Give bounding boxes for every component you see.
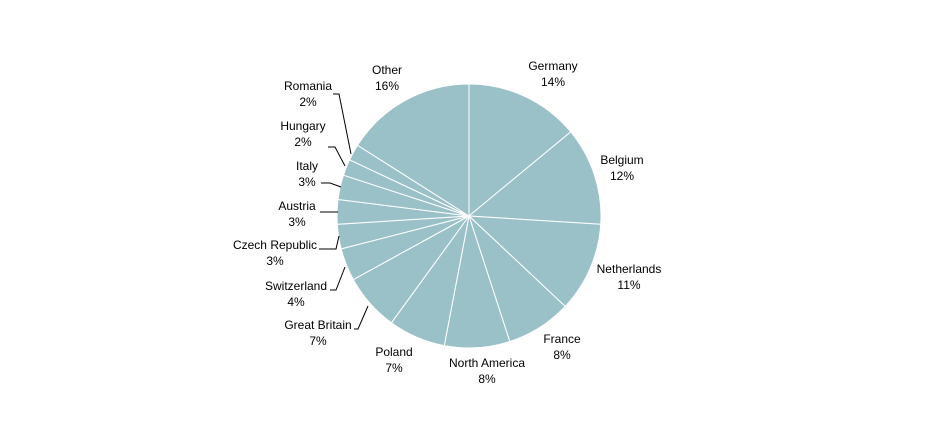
- slice-labels: Germany 14% Belgium 12% Netherlands 11% France…: [233, 59, 661, 386]
- leader-lines: [319, 93, 369, 330]
- leader-line-romania: [333, 93, 352, 155]
- pie-slice-germany: [468, 83, 572, 218]
- slice-percent-label: 7%: [309, 334, 327, 348]
- slice-label: Romania: [284, 79, 332, 93]
- slice-label: North America: [449, 356, 525, 370]
- slice-label: Italy: [296, 159, 318, 173]
- slice-label: Poland: [375, 345, 412, 359]
- slice-label: Other: [372, 63, 402, 77]
- pie-slice-netherlands: [467, 215, 602, 308]
- slice-label: Germany: [528, 59, 577, 73]
- slice-label: Switzerland: [265, 279, 327, 293]
- slice-percent-label: 12%: [610, 169, 634, 183]
- slice-percent-label: 3%: [288, 215, 306, 229]
- leader-line-great-britain: [354, 305, 369, 330]
- leader-line-italy: [321, 182, 342, 188]
- slice-label: Netherlands: [597, 262, 662, 276]
- slice-percent-label: 8%: [553, 348, 571, 362]
- slice-label: Hungary: [280, 119, 325, 133]
- slice-percent-label: 3%: [298, 175, 316, 189]
- slice-percent-label: 7%: [385, 361, 403, 375]
- slice-label: Belgium: [600, 153, 643, 167]
- slice-percent-label: 4%: [287, 295, 305, 309]
- slice-label: France: [543, 332, 581, 346]
- slice-label: Czech Republic: [233, 238, 317, 252]
- slice-percent-label: 2%: [299, 95, 317, 109]
- leader-line-switzerland: [330, 266, 346, 291]
- slice-percent-label: 3%: [266, 254, 284, 268]
- slice-label: Austria: [278, 199, 316, 213]
- pie-slice-belgium: [467, 131, 602, 225]
- slice-percent-label: 16%: [375, 79, 399, 93]
- slice-percent-label: 2%: [294, 135, 312, 149]
- pie-slice-other: [356, 83, 470, 217]
- leader-line-hungary: [328, 146, 346, 167]
- slice-label: Great Britain: [284, 318, 351, 332]
- slice-percent-label: 8%: [478, 372, 496, 386]
- slice-percent-label: 11%: [617, 278, 640, 292]
- pie-slices: [336, 83, 602, 349]
- slice-percent-label: 14%: [541, 75, 565, 89]
- leader-line-czech-republic: [319, 235, 340, 250]
